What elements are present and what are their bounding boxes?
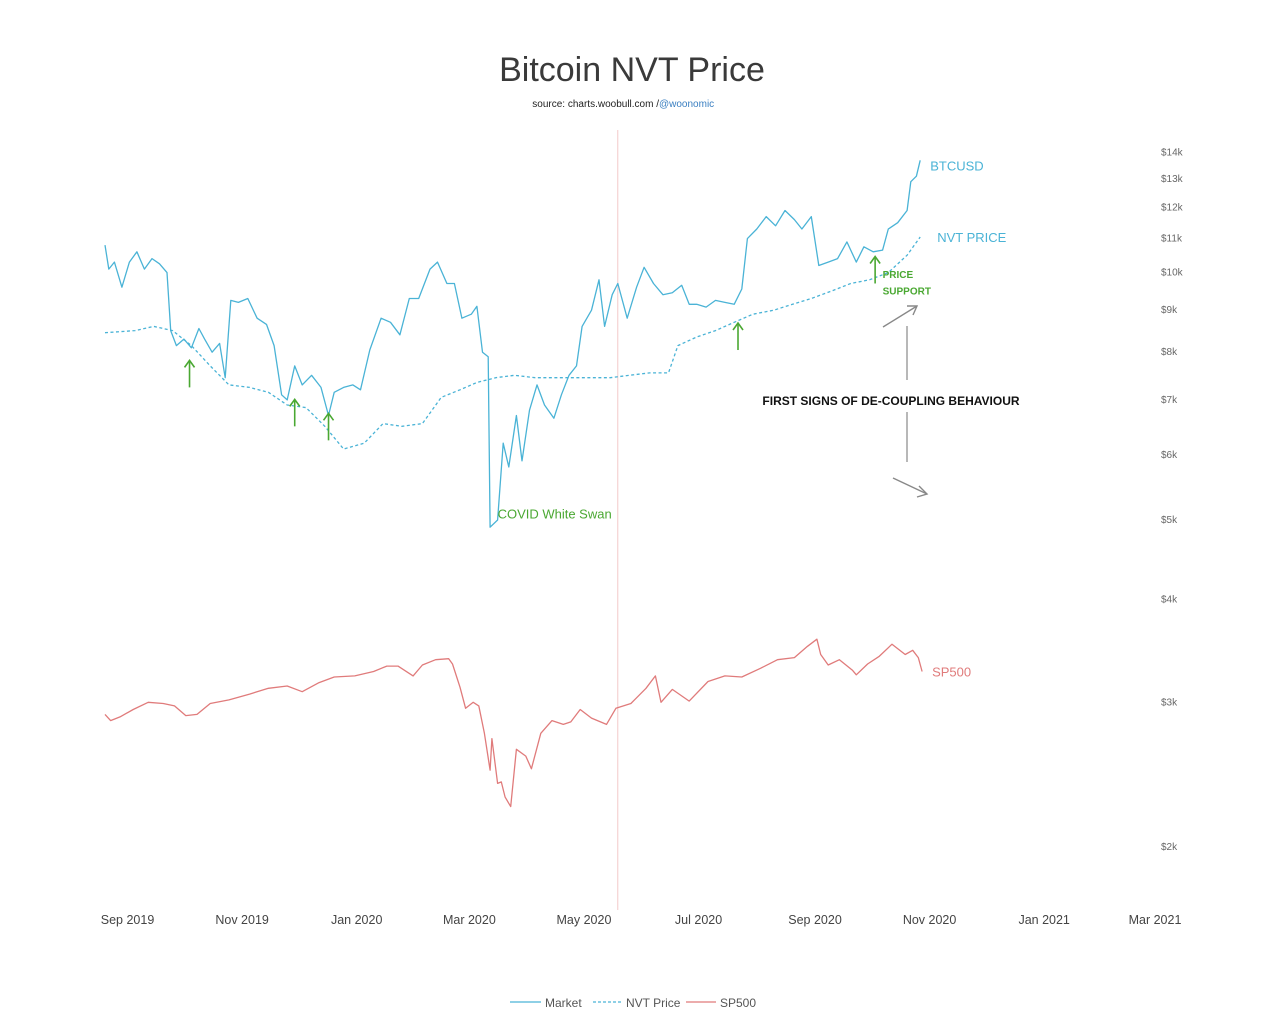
x-tick-label: Sep 2019 (101, 913, 155, 927)
y-tick-label: $7k (1161, 395, 1178, 406)
chart-title: Bitcoin NVT Price (499, 51, 765, 89)
x-tick-label: Mar 2021 (1129, 913, 1182, 927)
support-arrows (183, 255, 881, 441)
x-tick-label: Jul 2020 (675, 913, 722, 927)
y-tick-label: $11k (1161, 234, 1183, 245)
y-tick-label: $3k (1161, 697, 1178, 708)
support-arrow-head (183, 359, 196, 368)
y-axis: $14k $13k $12k $11k $10k $9k $8k $7k $6k $5k $4k $3… (1161, 148, 1184, 853)
x-tick-label: Nov 2020 (903, 913, 957, 927)
support-arrow-head (289, 397, 301, 407)
x-tick-label: Mar 2020 (443, 913, 496, 927)
nvt-price-label: NVT PRICE (937, 230, 1006, 245)
y-tick-label: $10k (1161, 268, 1184, 279)
sp500-line (104, 638, 923, 808)
decoupling-arrowhead-up (907, 305, 919, 316)
legend: Market NVT Price SP500 (510, 996, 756, 1010)
x-tick-label: Jan 2020 (331, 913, 382, 927)
support-up-arrow (289, 397, 301, 427)
series-layer (104, 160, 923, 808)
y-tick-label: $6k (1161, 450, 1178, 461)
y-tick-label: $12k (1161, 203, 1184, 214)
decoupling-arrow-down (892, 477, 928, 495)
legend-nvt-label[interactable]: NVT Price (626, 996, 681, 1010)
covid-white-swan-annotation: COVID White Swan (498, 507, 612, 522)
y-tick-label: $2k (1161, 842, 1178, 853)
chart-source-handle[interactable]: @woonomic (659, 99, 714, 110)
legend-market-label[interactable]: Market (545, 996, 582, 1010)
chart-source: source: charts.woobull.com / (532, 99, 659, 110)
y-tick-label: $13k (1161, 174, 1184, 185)
nvt-price-line (104, 236, 921, 450)
support-arrow-head (869, 255, 881, 264)
market-line (104, 160, 921, 528)
decoupling-annotation: FIRST SIGNS OF DE-COUPLING BEHAVIOUR (762, 394, 1019, 408)
support-up-arrow (322, 411, 335, 441)
y-tick-label: $4k (1161, 595, 1178, 606)
support-up-arrow (183, 359, 196, 388)
decoupling-arrow-up (882, 305, 918, 328)
x-tick-label: May 2020 (557, 913, 612, 927)
y-tick-label: $5k (1161, 515, 1178, 526)
support-arrow-head (732, 321, 744, 331)
price-support-annotation-line1: PRICE (883, 270, 914, 281)
x-tick-label: Nov 2019 (215, 913, 269, 927)
y-tick-label: $8k (1161, 347, 1178, 358)
decoupling-arrowhead-down (916, 485, 929, 498)
x-tick-label: Jan 2021 (1018, 913, 1069, 927)
legend-sp500-label[interactable]: SP500 (720, 996, 756, 1010)
decoupling-arrows (882, 305, 929, 498)
support-arrow-head (322, 411, 335, 421)
btcusd-label: BTCUSD (930, 158, 983, 173)
price-support-annotation-line2: SUPPORT (883, 287, 931, 298)
y-tick-label: $14k (1161, 148, 1184, 159)
x-tick-label: Sep 2020 (788, 913, 842, 927)
sp500-label: SP500 (932, 665, 971, 680)
y-tick-label: $9k (1161, 305, 1178, 316)
support-up-arrow (732, 321, 744, 351)
support-up-arrow (869, 255, 881, 284)
x-axis: Sep 2019 Nov 2019 Jan 2020 Mar 2020 May 2020… (101, 913, 1182, 927)
